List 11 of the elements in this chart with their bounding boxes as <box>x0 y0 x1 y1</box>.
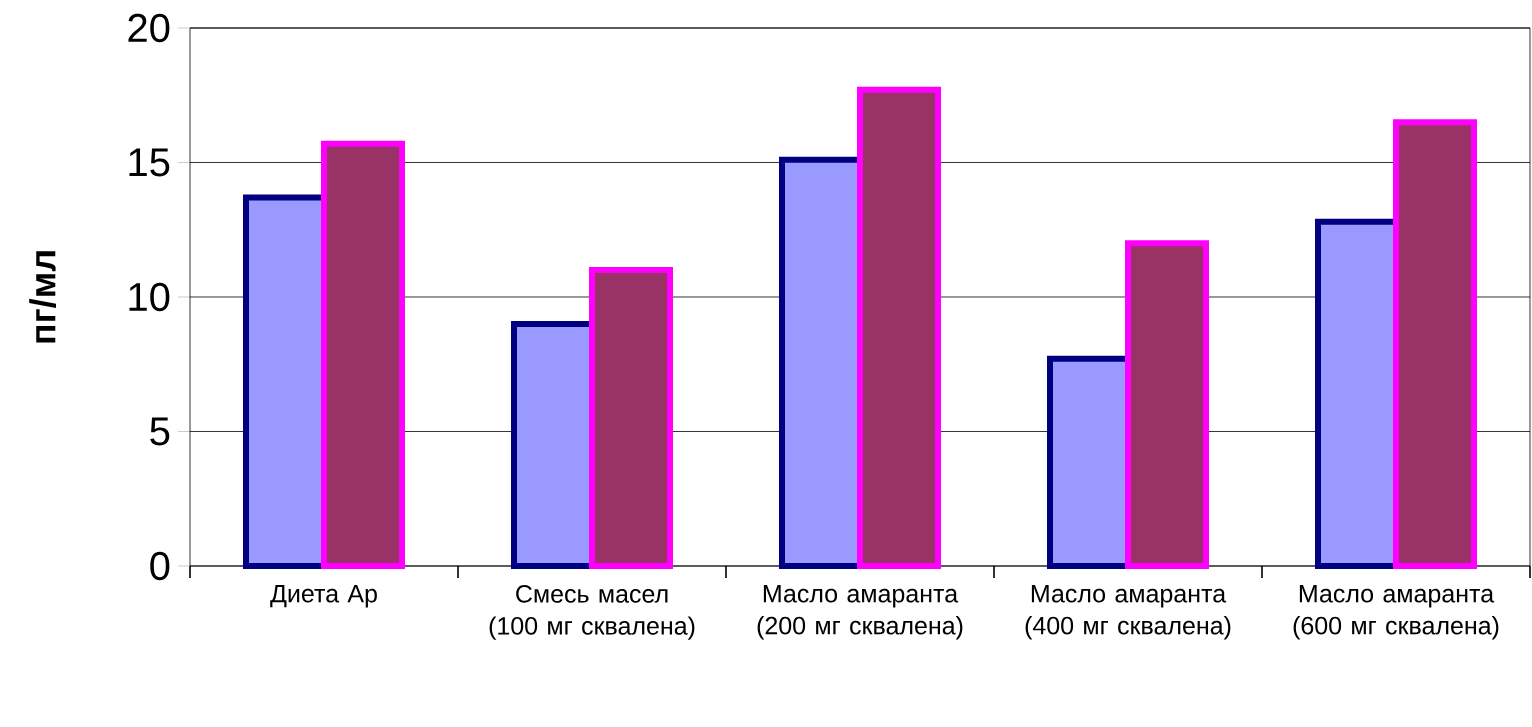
y-tick-label: 10 <box>129 282 170 312</box>
y-tick-label: 15 <box>129 148 170 177</box>
x-tick-label: Масло амаранта (600 мг сквалена) <box>1293 585 1499 640</box>
x-tick-label: Смесь масел (100 мг сквалена) <box>489 585 695 640</box>
x-tick-label: Масло амаранта (400 мг сквалена) <box>1025 585 1231 640</box>
y-tick-label: 0 <box>150 551 170 581</box>
y-tick-label: 5 <box>150 417 170 446</box>
y-tick-label: 20 <box>128 13 170 43</box>
y-axis-title: пг/мл <box>29 251 57 343</box>
x-tick-label: Диета Ар <box>270 585 377 608</box>
x-tick-label: Масло амаранта (200 мг сквалена) <box>757 585 963 640</box>
